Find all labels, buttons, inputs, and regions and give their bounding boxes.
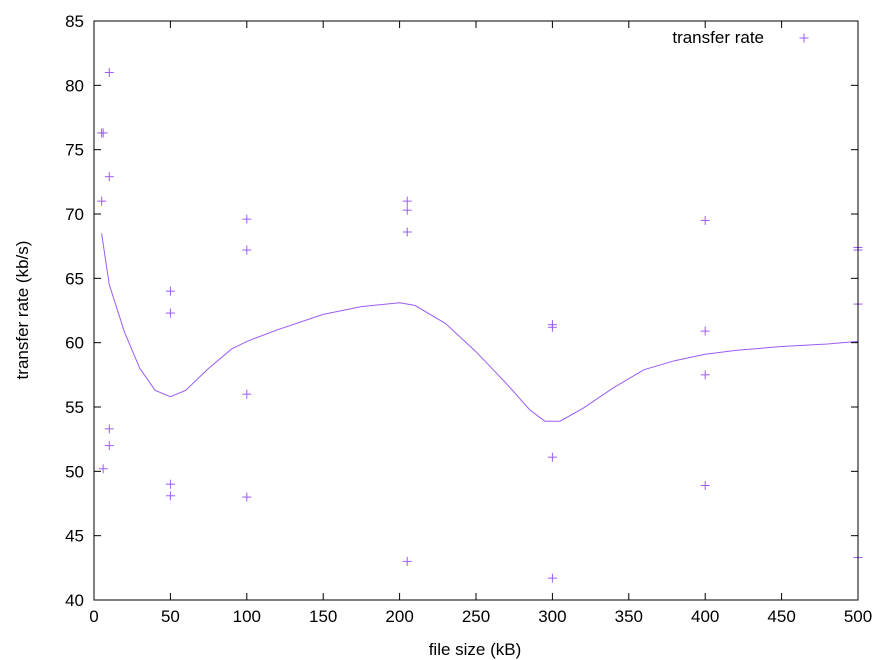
trend-line — [101, 233, 859, 422]
data-point — [700, 326, 710, 336]
x-tick-label: 0 — [89, 607, 98, 626]
data-point — [98, 464, 108, 474]
legend-label: transfer rate — [672, 28, 764, 47]
data-point — [104, 67, 114, 77]
x-tick-label: 250 — [462, 607, 490, 626]
data-point — [165, 286, 175, 296]
data-point — [165, 479, 175, 489]
x-axis-title: file size (kB) — [429, 640, 522, 659]
data-point — [402, 227, 412, 237]
legend-marker-cross — [799, 33, 809, 43]
data-point — [547, 573, 557, 583]
data-point — [98, 128, 108, 138]
y-tick-label: 55 — [65, 398, 84, 417]
x-tick-label: 450 — [767, 607, 795, 626]
axes: 0 50 100 150 200 250 300 350 400 450 500 40 45 50 55 60… — [65, 12, 872, 626]
data-point — [242, 214, 252, 224]
data-point — [104, 424, 114, 434]
data-point — [242, 245, 252, 255]
y-tick-label: 45 — [65, 527, 84, 546]
data-point — [402, 205, 412, 215]
data-point — [165, 491, 175, 501]
x-tick-label: 200 — [385, 607, 413, 626]
legend-marker — [799, 33, 809, 43]
y-tick-label: 85 — [65, 12, 84, 31]
y-tick-label: 75 — [65, 141, 84, 160]
y-tick-label: 80 — [65, 76, 84, 95]
legend: transfer rate — [672, 28, 809, 47]
data-point — [402, 556, 412, 566]
y-tick-label: 60 — [65, 334, 84, 353]
data-point — [242, 492, 252, 502]
data-point — [547, 322, 557, 332]
x-tick-label: 100 — [233, 607, 261, 626]
y-tick-label: 50 — [65, 462, 84, 481]
plot-frame — [93, 20, 859, 601]
y-tick-label: 40 — [65, 591, 84, 610]
data-point — [97, 196, 107, 206]
y-tick-label: 70 — [65, 205, 84, 224]
plot-area — [97, 67, 863, 583]
data-point — [242, 389, 252, 399]
y-tick-label: 65 — [65, 269, 84, 288]
x-tick-label: 300 — [538, 607, 566, 626]
data-point — [700, 370, 710, 380]
x-tick-label: 350 — [615, 607, 643, 626]
data-point — [700, 215, 710, 225]
data-point — [104, 441, 114, 451]
data-point — [547, 452, 557, 462]
x-tick-label: 400 — [691, 607, 719, 626]
y-axis-title: transfer rate (kb/s) — [13, 241, 32, 380]
data-point — [700, 480, 710, 490]
data-point — [402, 196, 412, 206]
data-point — [104, 172, 114, 182]
x-tick-label: 500 — [844, 607, 872, 626]
x-tick-label: 50 — [161, 607, 180, 626]
x-tick-label: 150 — [309, 607, 337, 626]
data-point — [165, 308, 175, 318]
